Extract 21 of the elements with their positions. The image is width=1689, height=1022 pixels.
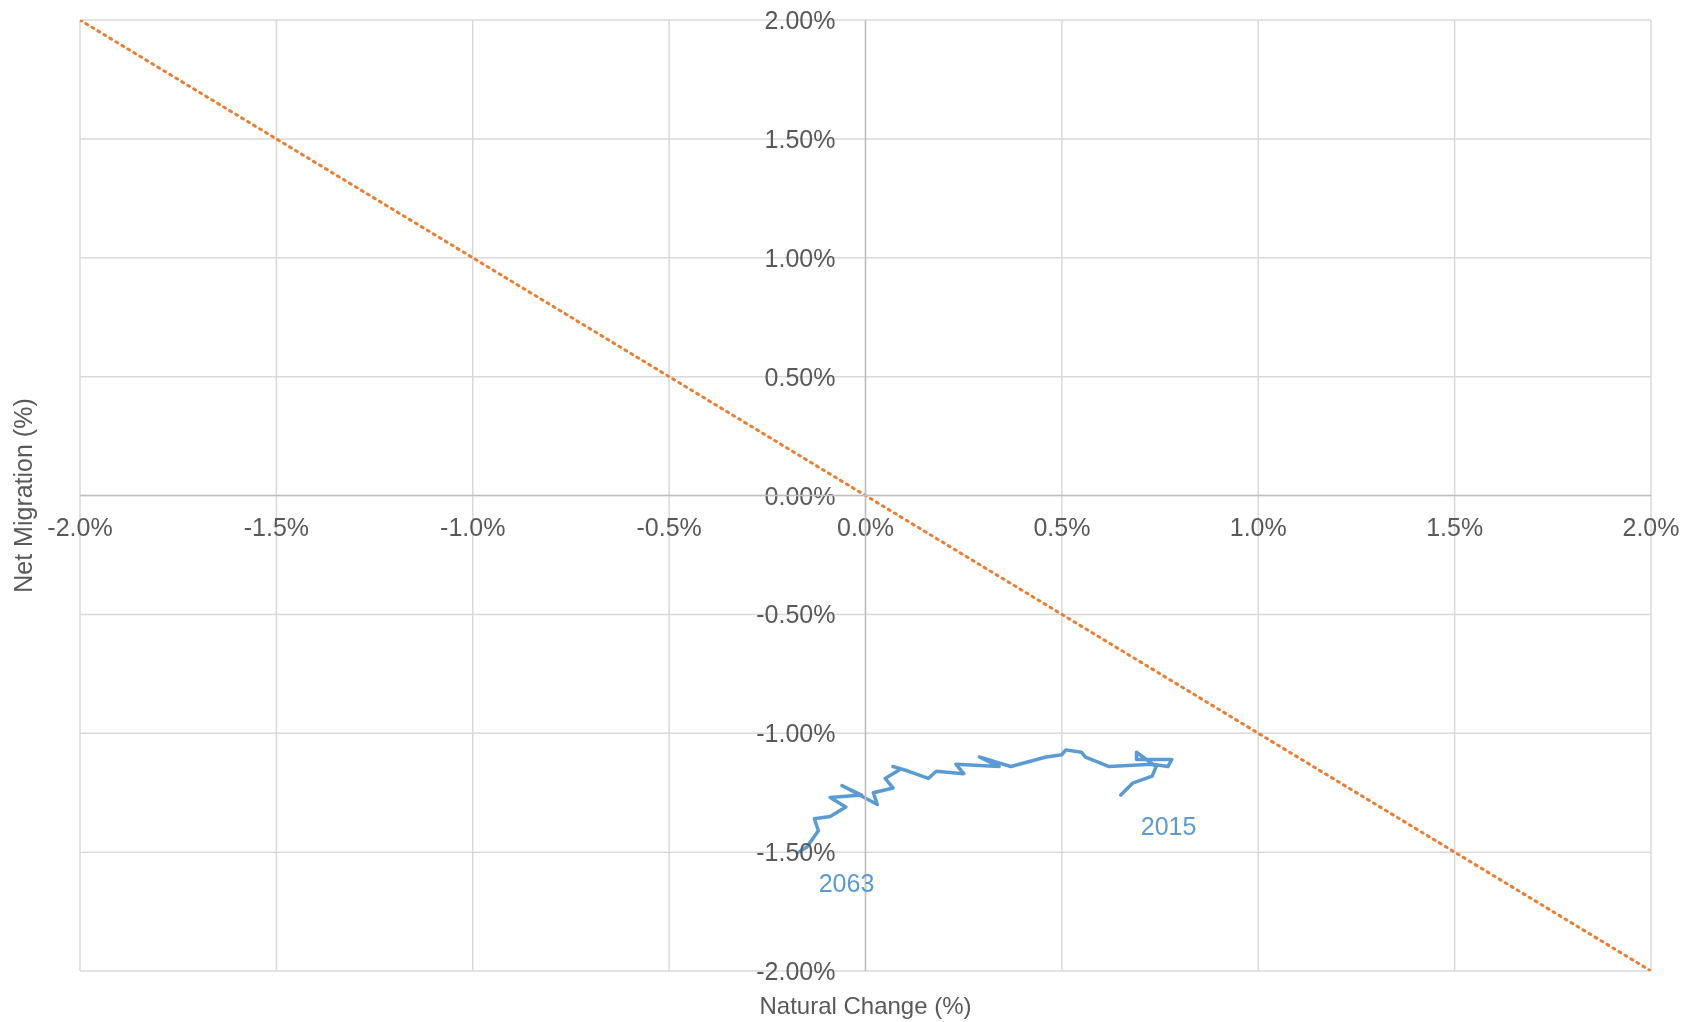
y-tick-label: -0.50% (756, 600, 836, 629)
annotation: 2063 (818, 869, 875, 898)
y-tick-label: 2.00% (764, 6, 836, 34)
y-tick-label: 1.50% (764, 124, 836, 153)
y-tick-label: -2.00% (756, 957, 836, 985)
x-tick-label: 1.5% (1426, 512, 1484, 541)
y-axis-title: Net Migration (%) (9, 398, 37, 593)
y-tick-label: -1.00% (756, 719, 836, 748)
x-tick-label: 2.0% (1622, 512, 1680, 541)
annotation: 2015 (1140, 812, 1197, 841)
x-tick-label: -0.5% (636, 512, 702, 541)
x-tick-label: 0.5% (1033, 512, 1091, 541)
x-tick-label: -2.0% (47, 512, 113, 541)
y-tick-label: -1.50% (756, 838, 836, 867)
x-tick-label: 1.0% (1229, 512, 1287, 541)
x-tick-label: -1.0% (440, 512, 506, 541)
x-tick-label: -1.5% (243, 512, 310, 541)
x-axis-title: Natural Change (%) (759, 992, 972, 1020)
y-tick-label: 1.00% (764, 243, 836, 272)
y-tick-label: 0.50% (764, 362, 836, 391)
x-tick-label: 0.0% (837, 512, 894, 541)
